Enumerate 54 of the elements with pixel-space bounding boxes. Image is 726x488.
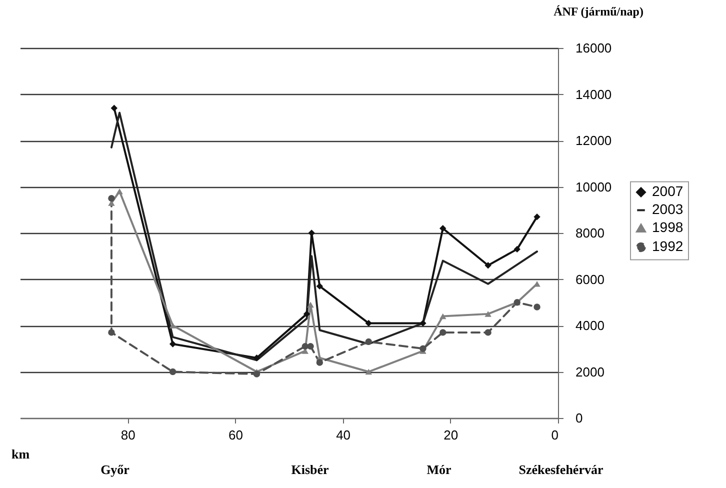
point	[534, 213, 540, 220]
legend-label: 1998	[652, 219, 684, 236]
point	[169, 322, 176, 328]
point	[484, 262, 492, 269]
point	[307, 342, 314, 350]
y-axis-title: ÁNF (jármű/nap)	[554, 4, 644, 18]
point	[420, 320, 426, 327]
point	[365, 338, 372, 346]
x-tick-label: 60	[228, 428, 243, 442]
y-tick-label: 0	[576, 410, 583, 426]
point	[316, 282, 324, 290]
text: Mór	[426, 462, 452, 477]
point	[365, 368, 372, 375]
y-tick-label: 4000	[576, 318, 604, 333]
point	[534, 304, 540, 310]
x-tick-label: 20	[444, 428, 458, 442]
point	[440, 225, 446, 232]
legend-label: 2007	[652, 183, 684, 200]
y-tick-label: 14000	[576, 86, 612, 102]
point	[253, 370, 260, 378]
y-tick-label: 10000	[576, 179, 612, 194]
point	[534, 280, 540, 287]
x-axis-title: km	[11, 446, 30, 462]
point	[308, 230, 315, 236]
y-tick-label: 16000	[576, 40, 612, 56]
legend-label: 1992	[652, 238, 684, 254]
point	[440, 313, 446, 320]
point	[303, 310, 310, 318]
x-tick-label: 80	[120, 428, 136, 442]
point	[484, 329, 492, 336]
point	[440, 329, 446, 336]
point	[420, 345, 426, 352]
x-tick-label: 40	[336, 428, 351, 442]
point	[365, 320, 372, 327]
point	[116, 188, 123, 194]
point	[307, 302, 314, 308]
point	[169, 340, 176, 348]
y-tick-label: 6000	[576, 272, 604, 287]
point	[253, 354, 260, 362]
point	[169, 368, 176, 376]
y-tick-label: 8000	[576, 226, 604, 240]
point	[108, 329, 115, 336]
point	[110, 104, 118, 112]
point	[316, 359, 324, 366]
text: Kisbér	[291, 462, 329, 477]
x-tick-label: 0	[551, 428, 558, 442]
point	[108, 194, 115, 202]
y-tick-label: 12000	[576, 133, 612, 148]
point	[484, 311, 492, 317]
text: Győr	[100, 462, 130, 477]
legend-label: 2003	[652, 201, 684, 218]
text: Székesfehérvár	[518, 462, 604, 477]
point	[514, 246, 520, 253]
y-tick-label: 2000	[576, 364, 604, 380]
